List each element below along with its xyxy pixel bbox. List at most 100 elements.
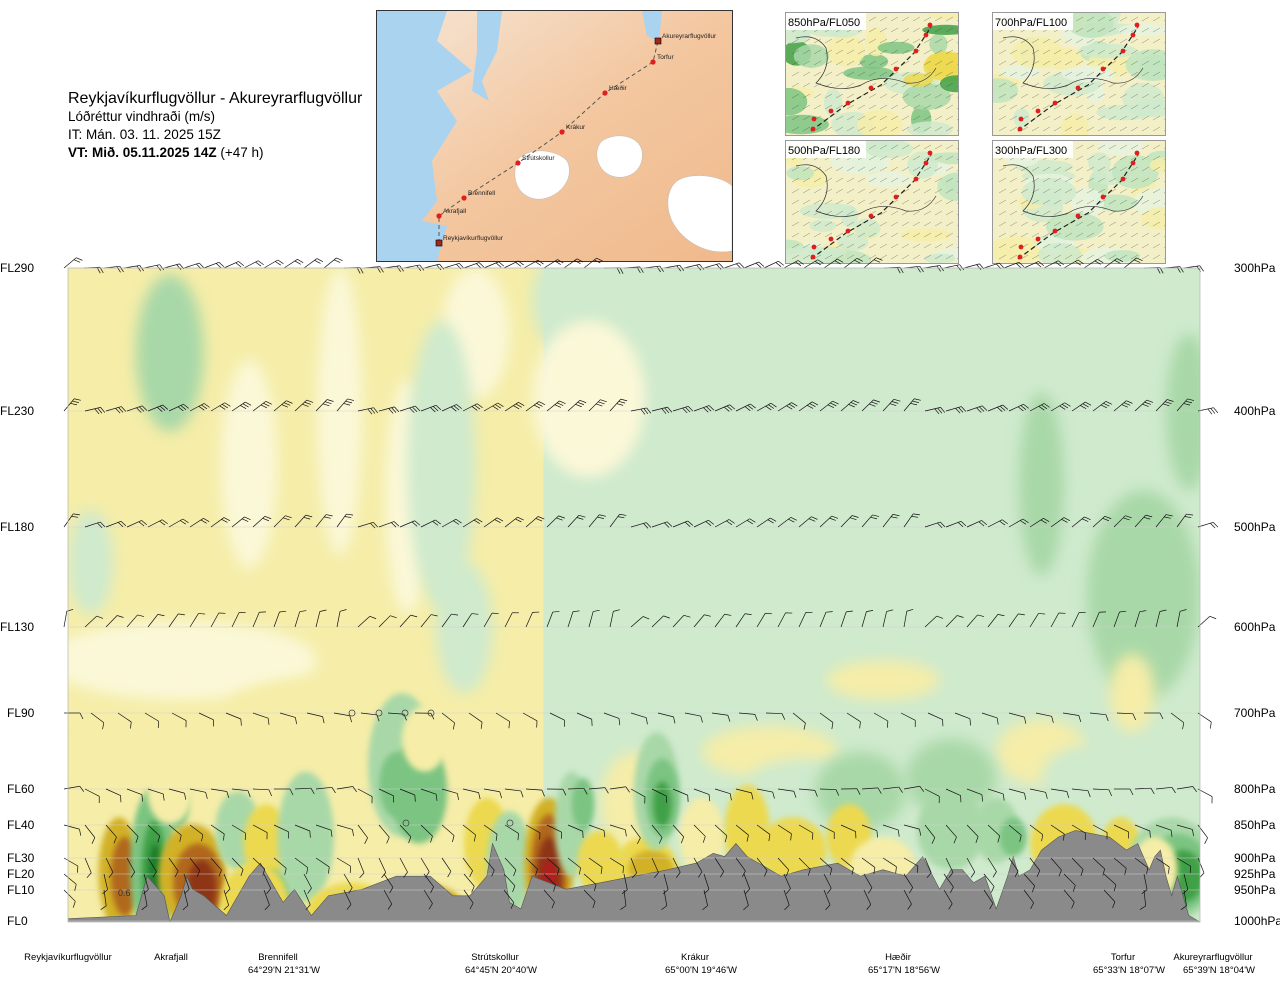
wind-barb [294,399,314,412]
pressure-label: 850hPa [1234,818,1276,832]
waypoint-coord: 64°45'N 20°40'W [465,965,537,976]
wind-barb [567,610,580,628]
waypoint-coord: 65°17'N 18°56'W [868,965,940,976]
wind-barb [735,824,749,842]
wind-barb [147,519,168,528]
wind-barb [903,513,920,528]
route-map[interactable]: Akureyrarflugvöllur Torfur Hæðir Krákur Strú… [376,10,733,262]
wind-barb [783,873,791,895]
wind-barb [263,873,272,894]
wind-barb [441,518,462,528]
route-waypoint-marker [602,90,608,96]
inset-waypoint-dot [811,244,817,250]
wind-barb [549,712,565,727]
inset-waypoint-dot [828,108,834,114]
wind-barb [588,787,609,794]
wind-barb [567,514,586,528]
wind-barb [765,712,786,720]
wind-barb [225,712,242,726]
inset-waypoint-dot [923,32,929,38]
wind-barb [735,518,756,528]
inset-waypoint-dot [1035,108,1041,114]
wind-barb [651,406,673,414]
wind-barb [840,515,859,528]
wind-barb [576,712,593,726]
wind-barb [840,824,857,839]
wind-barb [846,712,861,729]
inset-label: 850hPa/FL050 [788,17,860,29]
route-title: Reykjavíkurflugvöllur - Akureyrarflugvöl… [68,90,363,107]
wind-barb [882,857,897,874]
wind-barb [1050,788,1070,799]
waypoint-name: Akrafjall [154,952,188,963]
wind-barb [1155,786,1176,794]
inset-500hpa[interactable]: 500hPa/FL180 [785,140,959,264]
wind-barb [714,824,728,843]
wind-barb [63,857,79,873]
inset-300hpa[interactable]: 300hPa/FL300 [992,140,1166,264]
wind-barb [1092,401,1112,412]
wind-barb [423,889,433,910]
wind-barb [1029,788,1048,799]
wind-barb [504,516,524,528]
fl-label: FL130 [0,620,34,634]
wind-barb [147,614,165,628]
wind-barb [588,399,607,412]
inset-waypoint-dot [1018,116,1024,122]
wind-barb [714,519,735,528]
wind-barb [523,259,544,269]
fl-label: FL230 [0,404,34,418]
wind-barb [927,712,944,727]
wind-barb [189,824,204,842]
wind-barb [945,824,957,844]
wind-barb [621,873,628,895]
wind-barb [343,889,352,910]
wind-barb [63,889,76,908]
waypoint-name: Strútskollur [471,952,519,963]
wind-barb [189,613,206,628]
wind-barb [672,614,691,628]
wind-barb [609,609,620,628]
waypoint-coord: 64°29'N 21°31'W [248,965,320,976]
wind-barb [873,712,889,728]
wind-barb [651,857,659,879]
wind-barb [441,404,463,412]
wind-barb [144,712,160,728]
wind-barb [263,889,270,911]
wind-barb [105,788,122,803]
wind-barb [399,824,412,844]
wind-barb [863,873,873,894]
wind-barb [563,258,584,269]
valid-time: VT: Mið. 05.11.2025 14Z (+47 h) [68,145,264,160]
wind-barb [1123,257,1143,269]
wind-barb [503,873,516,893]
wind-barb [783,260,804,269]
inset-700hpa[interactable]: 700hPa/FL100 [992,12,1166,136]
issue-time: IT: Mán. 03. 11. 2025 15Z [68,127,221,142]
wind-barb [945,788,962,803]
inset-waypoint-dot [1017,126,1023,132]
wind-barb [1008,712,1027,724]
wind-barb [189,403,210,412]
wind-barb [462,613,479,628]
wind-barb [336,857,352,873]
inset-850hpa[interactable]: 850hPa/FL050 [785,12,959,136]
wind-barb [1035,712,1054,723]
wind-barb [63,873,77,891]
wind-barb [966,788,983,802]
wind-barb [1139,889,1147,910]
wind-barb [231,612,246,628]
wind-barb [1029,857,1041,877]
wind-barb [441,712,455,730]
wind-barb [84,857,92,879]
wind-barb [819,788,840,796]
wind-barb [1116,712,1136,721]
wind-barb [105,520,127,528]
wind-barb [105,615,124,628]
wind-barb [1029,517,1050,528]
wind-barb [252,401,272,412]
inset-waypoint-dot [1134,150,1140,156]
wind-barb [672,405,694,414]
wind-barb [357,824,368,844]
wind-barb [336,786,357,793]
